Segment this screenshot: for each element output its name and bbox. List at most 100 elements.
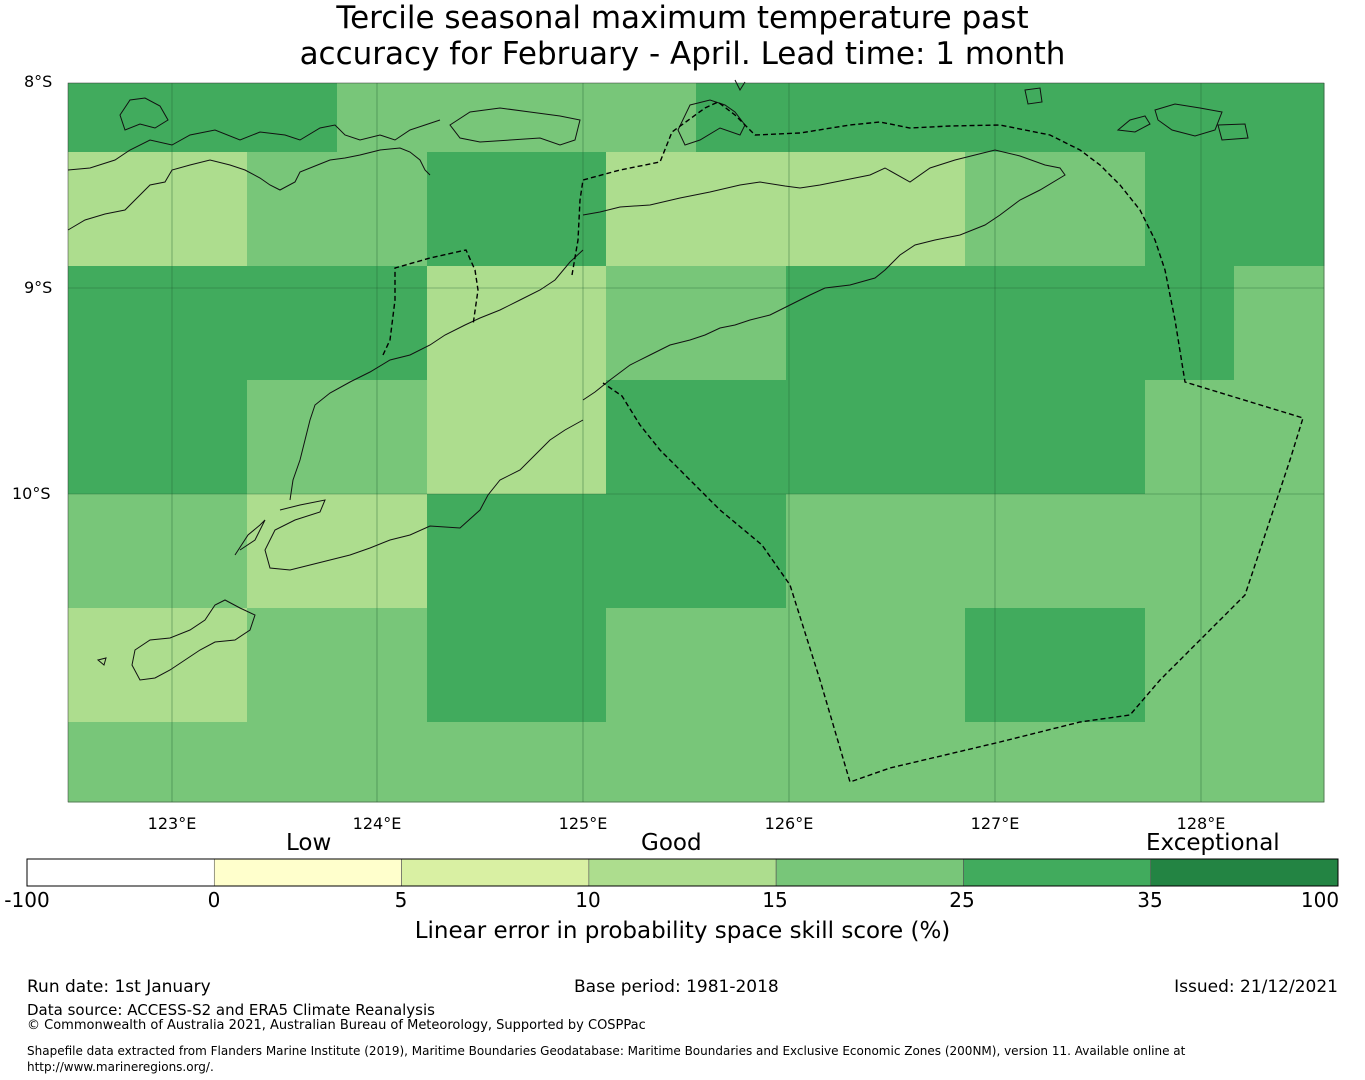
skill-grid [68,83,1325,803]
grid-cell [247,152,338,267]
grid-cell [158,266,248,381]
coastline-island-small-1 [119,97,169,131]
chart-title-line-2: accuracy for February - April. Lead time… [299,36,1066,72]
grid-cell [1055,722,1146,803]
grid-cell [427,266,518,381]
grid-cell [965,83,1056,153]
category-label-exceptional: Exceptional [1146,830,1280,856]
coastlines [67,79,1249,681]
grid-cell [247,608,338,723]
grid-cell [696,152,787,267]
issued-date: Issued: 21/12/2021 [1174,977,1338,997]
grid-cell [427,83,518,153]
grid-cell [696,380,787,495]
grid-cell [696,494,787,609]
lon-label-123e: 123°E [147,814,197,833]
grid-cell [1234,722,1325,803]
grid-cell [786,608,876,723]
grid-cell [965,380,1056,495]
colorbar-segment [588,858,777,887]
grid-cell [247,380,338,495]
grid-cell [1055,83,1146,153]
grid-cell [786,494,876,609]
colorbar-segment [963,858,1152,887]
base-period: Base period: 1981-2018 [574,977,779,997]
grid-cell [517,266,607,381]
grid-cell [337,722,428,803]
grid-cell [337,83,428,153]
colorbar-tick-35: 35 [1137,888,1163,912]
coastline-kisar [1024,87,1043,105]
grid-cell [606,494,697,609]
grid-cell [517,380,607,495]
colorbar-segment [401,858,590,887]
grid-cell [606,83,697,153]
grid-cell [427,608,518,723]
colorbar-tick-10: 10 [575,888,601,912]
coastline-sawu [131,599,256,681]
grid-cell [606,266,697,381]
category-label-good: Good [641,830,702,856]
grid-cell [1145,608,1235,723]
coastline-leti [1116,115,1151,133]
coastline-timor-north [582,149,1066,401]
grid-cell [158,152,248,267]
grid-cell [786,722,876,803]
grid-cell [247,494,338,609]
grid-cell [965,608,1056,723]
colorbar-segment [213,858,402,887]
grid-cell [158,494,248,609]
grid-cell [158,722,248,803]
coastline-atauro [734,79,746,92]
coastline-timor-south [264,419,584,571]
copyright-notice: © Commonwealth of Australia 2021, Austra… [27,1018,646,1033]
coastline-moa [1154,103,1223,137]
grid-cell [1234,494,1325,609]
grid-cell [247,83,338,153]
maritime-boundaries [382,101,1304,783]
colorbar-tick-5: 5 [394,888,408,912]
grid-cell [427,722,518,803]
coastline-sumba-tip [96,657,107,666]
grid-cell [606,608,697,723]
grid-cell [965,266,1056,381]
grid-cell [427,380,518,495]
grid-cell [1234,83,1325,153]
coastline-alor [449,107,581,146]
grid-cell [1234,608,1325,723]
grid-cell [875,266,966,381]
shapefile-credit-line-1: Shapefile data extracted from Flanders M… [27,1044,1186,1058]
colorbar [26,858,1339,887]
grid-cell [696,722,787,803]
grid-cell [68,152,159,267]
coastline-timor-west [289,249,584,501]
grid-cell [337,494,428,609]
shapefile-credit-url: http://www.marineregions.org/. [27,1060,214,1074]
colorbar-segment [26,858,215,887]
grid-cell [786,266,876,381]
grid-cell [1234,380,1325,495]
grid-cell [1234,152,1325,267]
grid-cell [247,266,338,381]
eez-boundary-timor-leste [571,101,1304,783]
grid-cell [1234,266,1325,381]
grid-cell [875,380,966,495]
grid-cell [1145,83,1235,153]
coastline-flores-north [67,119,441,171]
grid-cell [247,722,338,803]
grid-cell [517,722,607,803]
grid-cell [786,152,876,267]
grid-cell [1055,608,1146,723]
lon-label-127e: 127°E [970,814,1020,833]
grid-cell [875,722,966,803]
grid-cell [875,83,966,153]
grid-cell [875,152,966,267]
colorbar-segment [1150,858,1339,887]
grid-cell [786,380,876,495]
grid-cell [517,152,607,267]
grid-cell [158,83,248,153]
chart-title-line-1: Tercile seasonal maximum temperature pas… [336,0,1029,36]
lon-label-125e: 125°E [558,814,608,833]
grid-cell [1145,266,1235,381]
graticule [68,83,1324,802]
